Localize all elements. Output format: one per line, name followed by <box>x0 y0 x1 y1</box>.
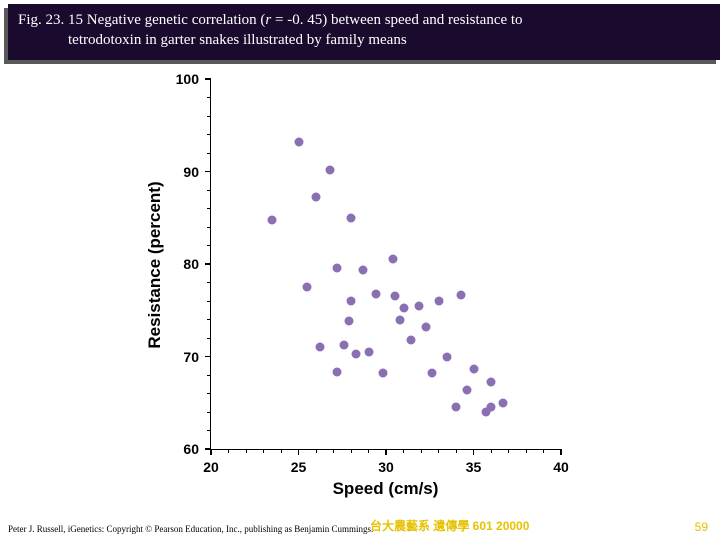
y-tick-minor <box>207 412 211 413</box>
x-tick-minor <box>281 449 282 453</box>
y-tick-minor <box>207 319 211 320</box>
data-point <box>312 193 321 202</box>
data-point <box>434 297 443 306</box>
y-tick-minor <box>207 97 211 98</box>
data-point <box>469 365 478 374</box>
y-tick <box>205 448 211 450</box>
y-tick-minor <box>207 338 211 339</box>
data-point <box>352 349 361 358</box>
x-tick-minor <box>333 449 334 453</box>
data-point <box>315 343 324 352</box>
data-point <box>333 263 342 272</box>
x-tick-minor <box>228 449 229 453</box>
data-point <box>452 403 461 412</box>
data-point <box>371 289 380 298</box>
y-tick-label: 90 <box>183 164 199 180</box>
y-tick-minor <box>207 393 211 394</box>
y-tick-minor <box>207 134 211 135</box>
y-tick-minor <box>207 190 211 191</box>
x-tick-label: 25 <box>291 459 307 475</box>
data-point <box>347 297 356 306</box>
x-tick-minor <box>263 449 264 453</box>
x-tick-minor <box>421 449 422 453</box>
page-number: 59 <box>695 520 708 534</box>
x-tick-minor <box>491 449 492 453</box>
x-tick-minor <box>368 449 369 453</box>
x-tick-minor <box>403 449 404 453</box>
y-tick <box>205 171 211 173</box>
data-point <box>268 215 277 224</box>
title-banner: Fig. 23. 15 Negative genetic correlation… <box>8 4 720 60</box>
y-tick <box>205 78 211 80</box>
y-tick-minor <box>207 208 211 209</box>
data-point <box>443 352 452 361</box>
x-tick-label: 20 <box>203 459 219 475</box>
data-point <box>326 165 335 174</box>
data-point <box>389 255 398 264</box>
data-point <box>427 369 436 378</box>
y-tick-minor <box>207 375 211 376</box>
footer-mid-text: 台大農藝系 遺傳學 601 20000 <box>370 517 529 534</box>
banner-line1: Fig. 23. 15 Negative genetic correlation… <box>18 10 710 30</box>
data-point <box>415 301 424 310</box>
x-tick-minor <box>508 449 509 453</box>
y-tick-label: 70 <box>183 349 199 365</box>
y-tick <box>205 356 211 358</box>
y-tick-minor <box>207 227 211 228</box>
copyright-text: Peter J. Russell, iGenetics: Copyright ©… <box>8 524 373 534</box>
data-point <box>422 322 431 331</box>
x-axis-title: Speed (cm/s) <box>333 479 439 499</box>
data-point <box>406 335 415 344</box>
x-tick <box>560 449 562 455</box>
data-point <box>396 315 405 324</box>
x-tick <box>210 449 212 455</box>
data-point <box>390 292 399 301</box>
data-point <box>364 347 373 356</box>
data-point <box>457 290 466 299</box>
data-point <box>487 378 496 387</box>
data-point <box>499 398 508 407</box>
x-tick-minor <box>351 449 352 453</box>
scatter-chart: Speed (cm/s) Resistance (percent) 20 25 30… <box>140 70 590 500</box>
data-point <box>462 385 471 394</box>
x-tick-minor <box>526 449 527 453</box>
y-tick-minor <box>207 116 211 117</box>
banner-line2: tetrodotoxin in garter snakes illustrate… <box>18 30 710 50</box>
x-tick-label: 30 <box>378 459 394 475</box>
data-point <box>340 341 349 350</box>
x-tick-label: 35 <box>466 459 482 475</box>
data-point <box>487 403 496 412</box>
y-tick-minor <box>207 245 211 246</box>
plot-area: Speed (cm/s) Resistance (percent) 202530… <box>210 80 560 450</box>
x-tick-minor <box>543 449 544 453</box>
y-tick-minor <box>207 430 211 431</box>
y-tick-label: 60 <box>183 441 199 457</box>
x-tick-minor <box>438 449 439 453</box>
data-point <box>303 283 312 292</box>
y-tick-label: 80 <box>183 256 199 272</box>
data-point <box>333 368 342 377</box>
x-tick <box>298 449 300 455</box>
y-tick-label: 100 <box>176 71 199 87</box>
y-tick <box>205 263 211 265</box>
banner-after-r: = -0. 45) between speed and resistance t… <box>271 12 522 28</box>
data-point <box>294 137 303 146</box>
x-tick-minor <box>316 449 317 453</box>
x-tick <box>473 449 475 455</box>
y-tick-minor <box>207 282 211 283</box>
x-tick <box>385 449 387 455</box>
data-point <box>378 369 387 378</box>
y-axis-title: Resistance (percent) <box>145 181 165 348</box>
banner-prefix: Fig. 23. 15 Negative genetic correlation… <box>18 12 265 28</box>
x-tick-minor <box>246 449 247 453</box>
data-point <box>399 304 408 313</box>
x-tick-label: 40 <box>553 459 569 475</box>
data-point <box>359 266 368 275</box>
y-tick-minor <box>207 301 211 302</box>
y-tick-minor <box>207 153 211 154</box>
data-point <box>347 213 356 222</box>
x-tick-minor <box>456 449 457 453</box>
data-point <box>345 317 354 326</box>
